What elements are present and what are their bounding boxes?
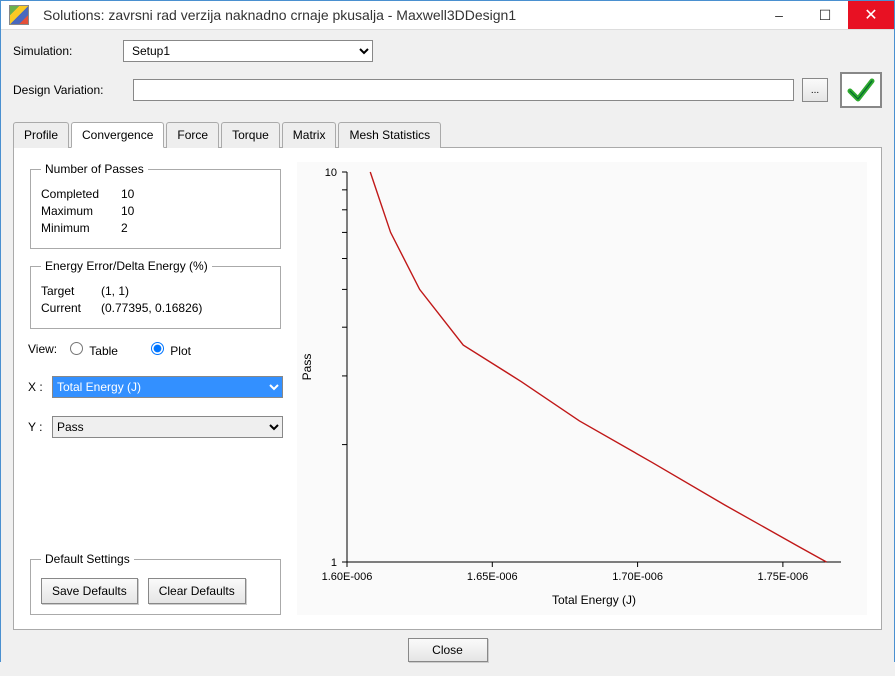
view-plot-radio[interactable]: Plot [146,339,191,358]
view-table-radio[interactable]: Table [65,339,118,358]
svg-text:1: 1 [331,557,337,569]
view-row: View: Table Plot [28,339,283,358]
completed-label: Completed [41,187,121,201]
content-area: Simulation: Setup1 Design Variation: ...… [1,30,894,676]
x-axis-combo[interactable]: Total Energy (J) [52,376,283,398]
passes-legend: Number of Passes [41,162,148,176]
energy-error-group: Energy Error/Delta Energy (%) Target(1, … [30,259,281,329]
x-axis-row: X : Total Energy (J) [28,376,283,398]
x-label: X : [28,380,46,394]
energy-legend: Energy Error/Delta Energy (%) [41,259,212,273]
maximum-label: Maximum [41,204,121,218]
simulation-label: Simulation: [13,44,123,58]
solutions-window: Solutions: zavrsni rad verzija naknadno … [0,0,895,662]
target-label: Target [41,284,101,298]
maximize-button[interactable]: ☐ [802,1,848,29]
svg-text:Pass: Pass [300,354,314,381]
window-title: Solutions: zavrsni rad verzija naknadno … [37,7,756,23]
tab-mesh-statistics[interactable]: Mesh Statistics [338,122,441,148]
save-defaults-button[interactable]: Save Defaults [41,578,138,604]
svg-text:Total Energy (J): Total Energy (J) [552,593,636,607]
defaults-legend: Default Settings [41,552,134,566]
design-variation-browse-button[interactable]: ... [802,78,828,102]
tab-convergence[interactable]: Convergence [71,122,164,148]
tab-strip: Profile Convergence Force Torque Matrix … [13,122,882,148]
view-label: View: [28,342,57,356]
left-column: Number of Passes Completed10 Maximum10 M… [28,162,283,615]
check-icon [846,77,876,103]
y-label: Y : [28,420,46,434]
svg-text:1.75E-006: 1.75E-006 [757,571,808,583]
minimize-button[interactable]: – [756,1,802,29]
chart-area: 1.60E-006 1.65E-006 1.70E-006 1.75E-006 1 10 T… [297,162,867,615]
tab-torque[interactable]: Torque [221,122,280,148]
tab-profile[interactable]: Profile [13,122,69,148]
completed-value: 10 [121,187,134,201]
y-axis-row: Y : Pass [28,416,283,438]
y-axis-combo[interactable]: Pass [52,416,283,438]
close-button[interactable]: ✕ [848,1,894,29]
apply-check-button[interactable] [840,72,882,108]
tab-force[interactable]: Force [166,122,219,148]
minimum-value: 2 [121,221,128,235]
minimum-label: Minimum [41,221,121,235]
svg-text:1.70E-006: 1.70E-006 [612,571,663,583]
convergence-panel: Number of Passes Completed10 Maximum10 M… [13,147,882,630]
close-bottom-button[interactable]: Close [408,638,488,662]
footer: Close [13,630,882,670]
svg-text:1.65E-006: 1.65E-006 [467,571,518,583]
maximum-value: 10 [121,204,134,218]
simulation-combo[interactable]: Setup1 [123,40,373,62]
current-label: Current [41,301,101,315]
svg-text:1.60E-006: 1.60E-006 [322,571,373,583]
titlebar[interactable]: Solutions: zavrsni rad verzija naknadno … [1,1,894,30]
target-value: (1, 1) [101,284,129,298]
convergence-chart: 1.60E-006 1.65E-006 1.70E-006 1.75E-006 1 10 T… [297,162,857,612]
default-settings-group: Default Settings Save Defaults Clear Def… [30,552,281,615]
clear-defaults-button[interactable]: Clear Defaults [148,578,246,604]
tab-matrix[interactable]: Matrix [282,122,337,148]
app-icon [9,5,29,25]
design-variation-row: Design Variation: ... [13,72,882,108]
svg-text:10: 10 [325,167,337,179]
design-variation-input[interactable] [133,79,794,101]
number-of-passes-group: Number of Passes Completed10 Maximum10 M… [30,162,281,249]
current-value: (0.77395, 0.16826) [101,301,202,315]
simulation-row: Simulation: Setup1 [13,40,882,62]
design-variation-label: Design Variation: [13,83,133,97]
